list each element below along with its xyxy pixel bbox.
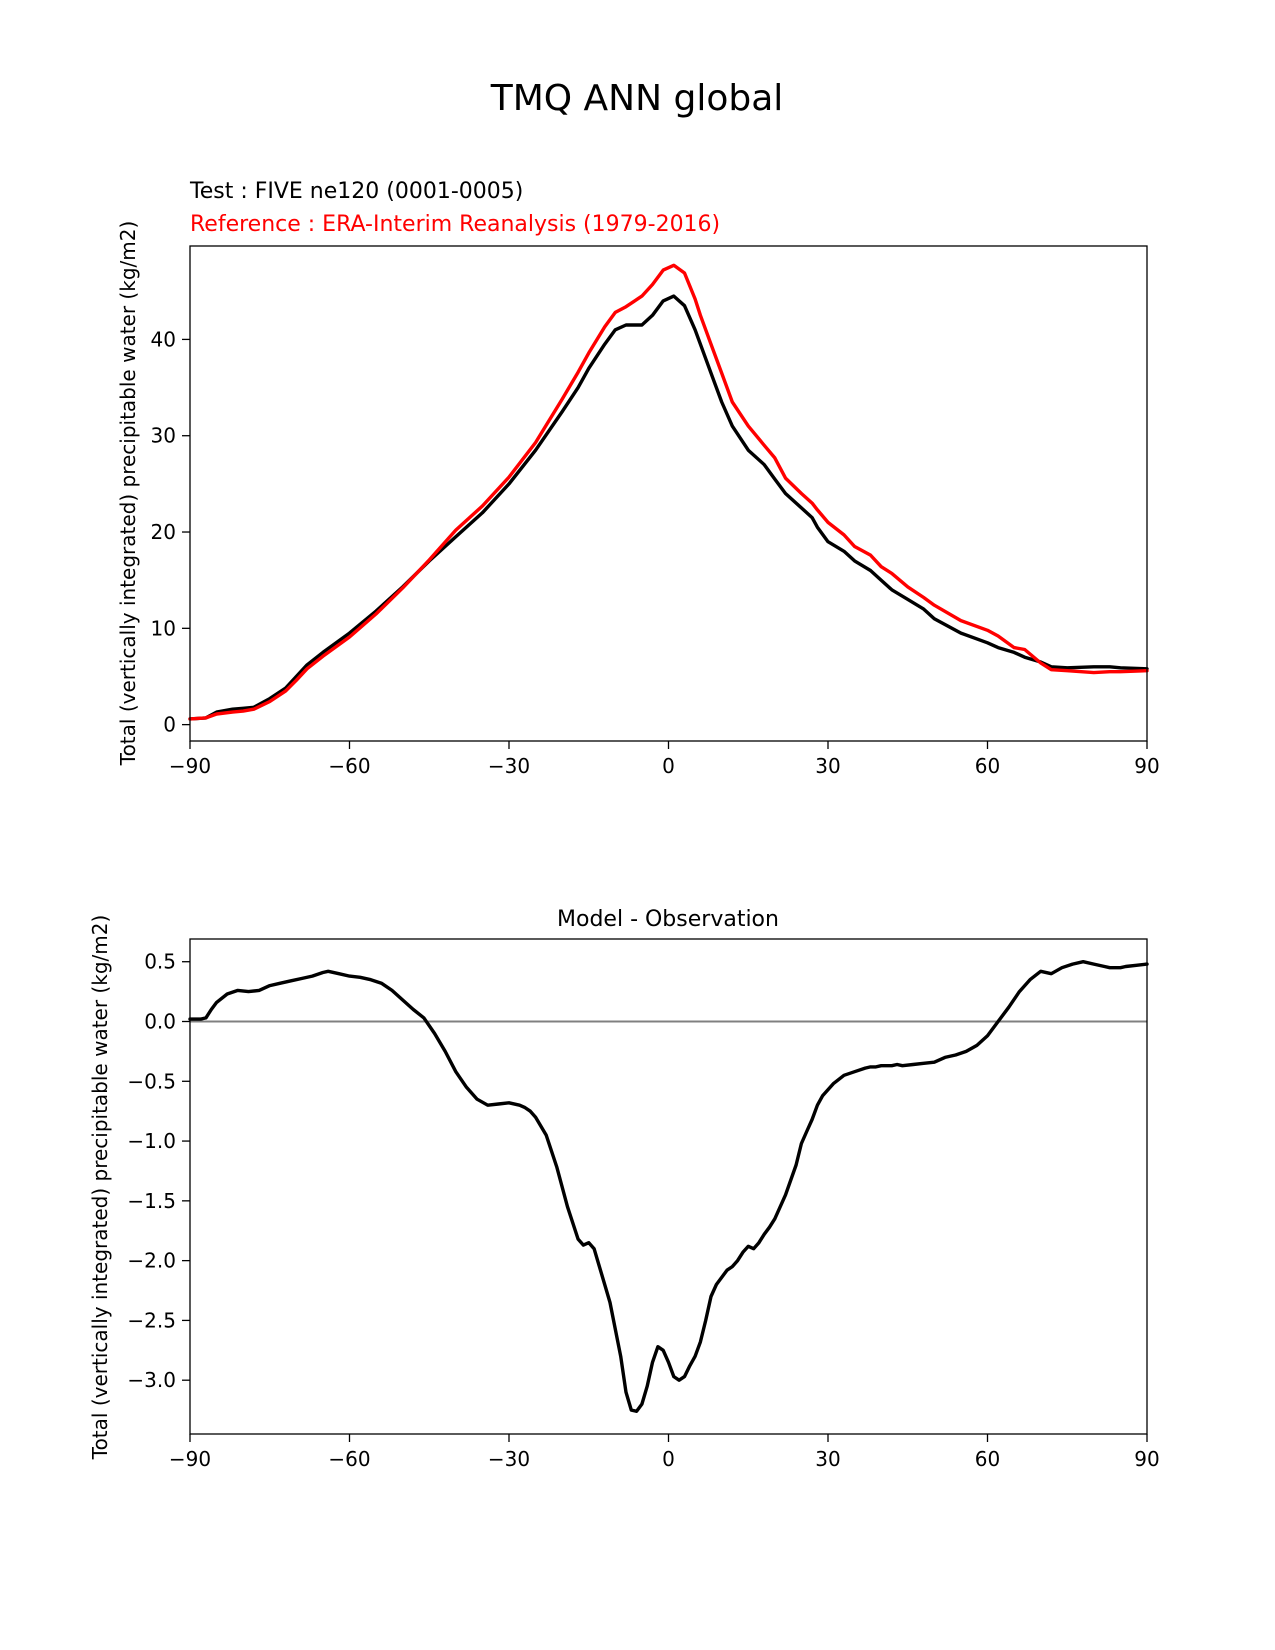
- bottom-x-tick-label: −60: [328, 1447, 370, 1471]
- top-plot-frame: [189, 245, 1148, 742]
- bottom-x-tick-label: 60: [975, 1447, 1000, 1471]
- bottom-x-tick-label: −30: [488, 1447, 530, 1471]
- test-title: Test : FIVE ne120 (0001-0005): [189, 179, 523, 204]
- figure-suptitle: TMQ ANN global: [490, 78, 784, 119]
- top-series-layer: [188, 263, 1149, 721]
- top-x-tick-label: 30: [815, 754, 840, 778]
- top-x-tick-label: −90: [169, 754, 211, 778]
- bottom-y-tick-label: −2.0: [127, 1249, 176, 1273]
- bottom-series-layer: [188, 960, 1149, 1413]
- top-series-line-0: [188, 294, 1149, 721]
- bottom-x-tick-label: 0: [662, 1447, 675, 1471]
- top-y-tick-label: 30: [151, 424, 176, 448]
- bottom-y-tick-label: −0.5: [127, 1069, 176, 1093]
- bottom-x-tick-label: 30: [815, 1447, 840, 1471]
- bottom-y-ticks: 0.5 0.0 −0.5 −1.0 −1.5 −2.0 −2.5 −3.0: [127, 950, 190, 1392]
- bottom-y-tick-label: −1.0: [127, 1129, 176, 1153]
- bottom-x-tick-label: −90: [169, 1447, 211, 1471]
- reference-title: Reference : ERA-Interim Reanalysis (1979…: [190, 212, 720, 237]
- top-series-line-1: [188, 263, 1149, 721]
- top-x-ticks: −90 −60 −30 0 30 60 90: [169, 741, 1160, 778]
- top-x-tick-label: −60: [328, 754, 370, 778]
- top-y-tick-label: 10: [151, 616, 176, 640]
- top-y-axis-label: Total (vertically integrated) precipitab…: [116, 221, 140, 767]
- bottom-y-tick-label: −3.0: [127, 1368, 176, 1392]
- bottom-y-tick-label: −2.5: [127, 1308, 176, 1332]
- bottom-y-axis-label: Total (vertically integrated) precipitab…: [88, 915, 112, 1461]
- top-x-tick-label: 90: [1134, 754, 1159, 778]
- top-x-tick-label: 60: [975, 754, 1000, 778]
- top-y-ticks: 0 10 20 30 40: [151, 327, 190, 737]
- bottom-y-tick-label: 0.5: [144, 950, 176, 974]
- bottom-series-line-0: [188, 960, 1149, 1413]
- top-panel: Test : FIVE ne120 (0001-0005) Reference …: [116, 179, 1160, 778]
- top-x-tick-label: −30: [488, 754, 530, 778]
- bottom-x-tick-label: 90: [1134, 1447, 1159, 1471]
- difference-title: Model - Observation: [557, 907, 779, 932]
- top-x-tick-label: 0: [662, 754, 675, 778]
- bottom-y-tick-label: −1.5: [127, 1189, 176, 1213]
- bottom-y-tick-label: 0.0: [144, 1010, 176, 1034]
- top-y-tick-label: 20: [151, 520, 176, 544]
- bottom-x-ticks: −90 −60 −30 0 30 60 90: [169, 1434, 1160, 1471]
- top-y-tick-label: 0: [163, 713, 176, 737]
- top-y-tick-label: 40: [151, 327, 176, 351]
- bottom-panel: Model - Observation −90 −60 −30 0 30 60 90 0.5…: [88, 907, 1160, 1471]
